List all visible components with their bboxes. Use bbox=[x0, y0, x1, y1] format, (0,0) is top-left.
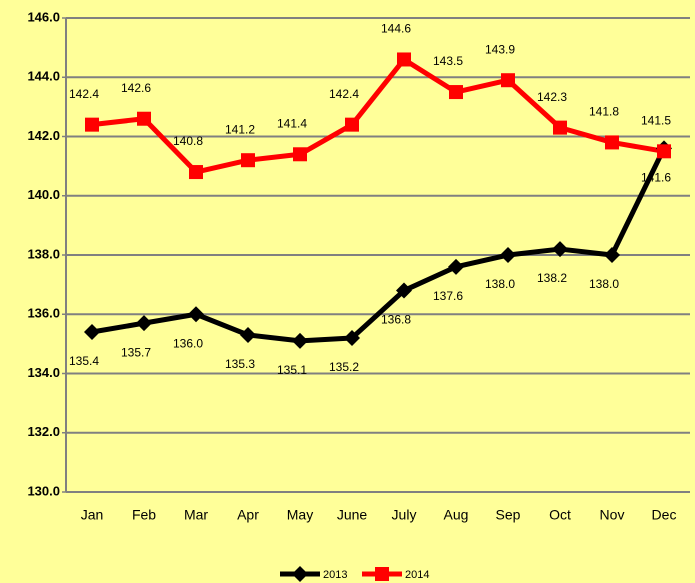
data-point bbox=[292, 332, 308, 349]
data-label: 142.4 bbox=[69, 87, 99, 101]
data-point bbox=[189, 165, 203, 180]
data-label: 135.2 bbox=[329, 360, 359, 374]
x-tick-label: Sep bbox=[496, 507, 521, 523]
x-tick-label: Nov bbox=[600, 507, 625, 523]
series-line bbox=[91, 147, 667, 344]
data-point bbox=[396, 282, 412, 299]
data-point bbox=[605, 135, 619, 150]
data-label: 141.2 bbox=[225, 122, 255, 136]
data-label: 142.4 bbox=[329, 87, 359, 101]
x-tick-label: Oct bbox=[549, 507, 571, 523]
data-label: 143.5 bbox=[433, 54, 463, 68]
data-label: 138.2 bbox=[537, 271, 567, 285]
y-tick-label: 132.0 bbox=[27, 424, 60, 439]
data-point bbox=[501, 73, 515, 88]
data-label: 143.9 bbox=[485, 42, 515, 56]
data-point bbox=[136, 315, 152, 332]
data-label: 135.4 bbox=[69, 354, 99, 368]
data-point bbox=[344, 329, 360, 346]
data-label: 140.8 bbox=[173, 134, 203, 148]
legend-marker bbox=[375, 567, 389, 581]
data-label: 136.8 bbox=[381, 313, 411, 327]
y-tick-label: 140.0 bbox=[27, 187, 60, 202]
data-label: 141.6 bbox=[641, 171, 671, 185]
data-label: 142.3 bbox=[537, 90, 567, 104]
data-label: 141.8 bbox=[589, 105, 619, 119]
data-point bbox=[397, 52, 411, 67]
data-label: 142.6 bbox=[121, 81, 151, 95]
legend-label: 2013 bbox=[323, 569, 347, 581]
data-label: 138.0 bbox=[485, 277, 515, 291]
data-point bbox=[293, 147, 307, 162]
x-tick-label: Feb bbox=[132, 507, 156, 523]
data-label: 135.3 bbox=[225, 357, 255, 371]
data-point bbox=[553, 120, 567, 135]
y-tick-label: 130.0 bbox=[27, 483, 60, 498]
data-point bbox=[552, 241, 568, 258]
x-tick-label: Mar bbox=[184, 507, 208, 523]
data-label: 144.6 bbox=[381, 22, 411, 36]
x-tick-label: Apr bbox=[237, 507, 259, 523]
data-point bbox=[345, 117, 359, 132]
data-point bbox=[449, 85, 463, 100]
data-point bbox=[84, 324, 100, 341]
x-tick-label: June bbox=[337, 507, 368, 523]
data-label: 138.0 bbox=[589, 277, 619, 291]
y-tick-label: 142.0 bbox=[27, 128, 60, 143]
y-tick-label: 144.0 bbox=[27, 69, 60, 84]
y-tick-label: 146.0 bbox=[27, 9, 60, 24]
data-point bbox=[85, 117, 99, 132]
x-tick-label: July bbox=[392, 507, 417, 523]
y-tick-label: 136.0 bbox=[27, 306, 60, 321]
data-point bbox=[241, 153, 255, 168]
x-tick-label: May bbox=[287, 507, 313, 523]
data-label: 137.6 bbox=[433, 289, 463, 303]
data-point bbox=[188, 306, 204, 323]
data-point bbox=[240, 326, 256, 343]
legend-marker bbox=[292, 566, 308, 582]
y-tick-label: 134.0 bbox=[27, 365, 60, 380]
data-label: 141.4 bbox=[277, 116, 307, 130]
series-line bbox=[91, 56, 665, 175]
x-tick-label: Jan bbox=[81, 507, 104, 523]
y-tick-label: 138.0 bbox=[27, 246, 60, 261]
data-point bbox=[657, 144, 671, 159]
legend-label: 2014 bbox=[405, 569, 429, 581]
x-tick-label: Aug bbox=[444, 507, 469, 523]
data-label: 135.7 bbox=[121, 345, 151, 359]
data-point bbox=[137, 111, 151, 126]
data-point bbox=[448, 258, 464, 275]
x-tick-label: Dec bbox=[652, 507, 677, 523]
data-point bbox=[500, 247, 516, 263]
data-label: 135.1 bbox=[277, 363, 307, 377]
data-label: 136.0 bbox=[173, 336, 203, 350]
data-label: 141.5 bbox=[641, 113, 671, 127]
data-point bbox=[604, 247, 620, 263]
